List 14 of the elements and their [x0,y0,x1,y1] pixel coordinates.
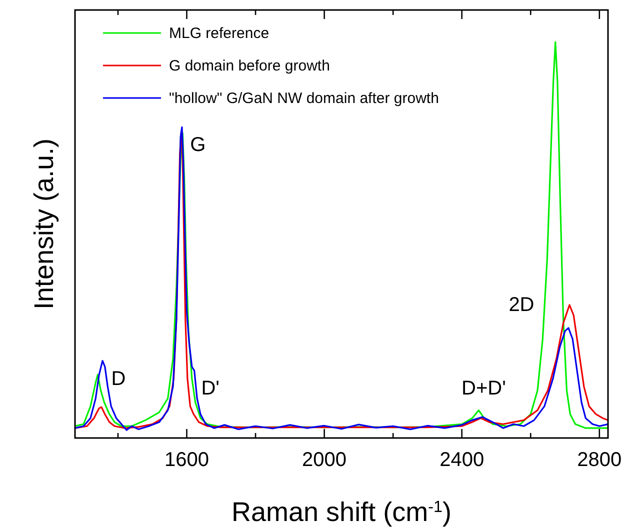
annotation: D [111,368,126,390]
x-tick-label: 2400 [440,449,484,471]
x-tick-label: 2800 [577,449,622,471]
annotation: G [190,134,206,156]
x-tick-label: 2000 [302,449,347,471]
x-axis-title: Raman shift (cm$^{-1}$) [232,497,452,527]
legend-label: G domain before growth [169,58,330,74]
y-axis-title: Intensity (a.u.) [29,138,59,310]
annotation: 2D [508,294,534,316]
annotation: D' [201,378,220,400]
x-tick-label: 1600 [164,449,210,471]
annotation: D+D' [462,377,506,400]
legend-label: "hollow" G/GaN NW domain after growth [169,90,439,107]
legend-label: MLG reference [169,25,270,42]
